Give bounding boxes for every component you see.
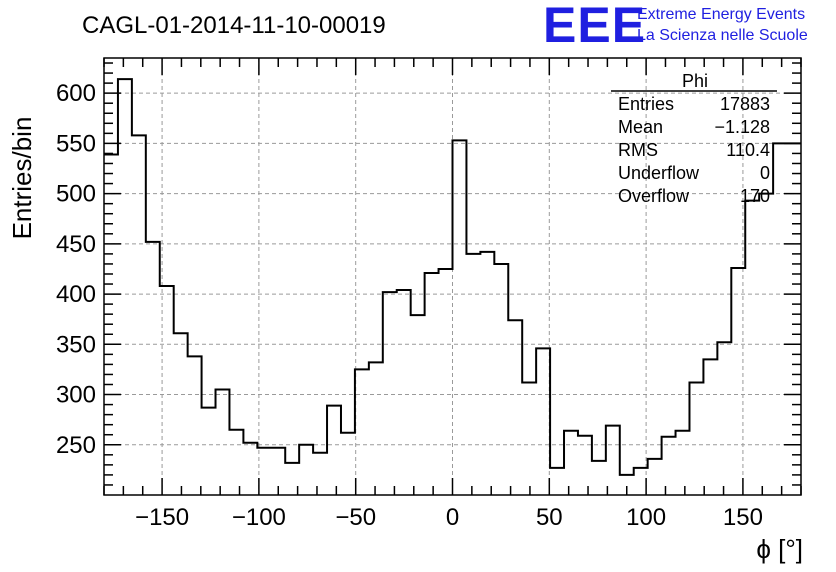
x-tick-label: 150 [723, 504, 763, 531]
histogram-bin [662, 437, 676, 495]
histogram-bin [466, 254, 480, 495]
histogram-bin [383, 292, 397, 495]
histogram-bin [689, 382, 703, 495]
x-tick-label: −50 [335, 504, 376, 531]
eee-logo: EEE Extreme Energy Events La Scienza nel… [543, 0, 808, 53]
x-tick-label: −100 [232, 504, 286, 531]
y-tick-label: 600 [56, 80, 96, 107]
histogram-bin [355, 369, 369, 495]
histogram-bin [341, 433, 355, 495]
histogram-bin [188, 356, 202, 495]
histogram-bin [703, 359, 717, 495]
y-tick-label: 500 [56, 181, 96, 208]
histogram-bin [425, 273, 439, 495]
histogram-bin [648, 459, 662, 495]
y-tick-label: 350 [56, 331, 96, 358]
stats-label-underflow: Underflow [618, 163, 700, 183]
histogram-bin [216, 390, 230, 495]
x-tick-labels: −150 −100 −50 0 50 100 150 [135, 504, 763, 531]
histogram-bin [202, 408, 216, 495]
histogram-bin [439, 269, 453, 495]
histogram-bin [508, 320, 522, 495]
histogram-bin [731, 268, 745, 495]
stats-label-entries: Entries [618, 94, 674, 114]
stats-title: Phi [682, 71, 708, 91]
histogram-bin [229, 430, 243, 495]
histogram-bin [717, 342, 731, 495]
x-tick-label: 0 [446, 504, 459, 531]
histogram-bin [745, 201, 759, 495]
stats-box: Phi Entries 17883 Mean −1.128 RMS 110.4 … [611, 71, 777, 206]
logo-mark: EEE [543, 0, 646, 53]
histogram-bin [592, 461, 606, 495]
stats-label-overflow: Overflow [618, 186, 690, 206]
histogram-bin [397, 290, 411, 495]
y-tick-label: 400 [56, 281, 96, 308]
grid [104, 58, 801, 495]
histogram-bin [564, 431, 578, 495]
histogram-bin [550, 468, 564, 495]
stats-label-mean: Mean [618, 117, 663, 137]
histogram-bin [327, 406, 341, 495]
histogram-bin [480, 252, 494, 495]
y-axis-title: Entries/bin [7, 117, 37, 240]
histogram-bin [787, 143, 801, 495]
histogram-bin [676, 431, 690, 495]
stats-value-mean: −1.128 [714, 117, 770, 137]
histogram-bin [299, 445, 313, 495]
stats-value-entries: 17883 [720, 94, 770, 114]
histogram-bin [773, 143, 787, 495]
stats-value-overflow: 170 [740, 186, 770, 206]
histogram-bin [494, 264, 508, 495]
histogram-bin [411, 315, 425, 495]
logo-line-1: Extreme Energy Events [637, 6, 805, 23]
histogram-bin [759, 194, 773, 495]
histogram-bin [369, 362, 383, 495]
histogram-bin [118, 79, 132, 495]
stats-label-rms: RMS [618, 140, 658, 160]
stats-value-rms: 110.4 [726, 140, 770, 160]
axis-ticks [103, 58, 802, 495]
histogram-bins [104, 79, 801, 495]
histogram-bin [146, 242, 160, 495]
histogram-bin [174, 333, 188, 495]
histogram-bin [536, 348, 550, 495]
x-tick-label: −150 [135, 504, 189, 531]
histogram-bin [132, 135, 146, 495]
stats-value-underflow: 0 [760, 163, 770, 183]
y-tick-label: 250 [56, 432, 96, 459]
histogram-bin [313, 453, 327, 495]
x-tick-label: 100 [626, 504, 666, 531]
histogram-bin [453, 140, 467, 495]
y-tick-label: 550 [56, 130, 96, 157]
logo-line-2: La Scienza nelle Scuole [637, 27, 808, 44]
x-axis-title: ϕ [°] [756, 534, 803, 564]
histogram-line [104, 78, 801, 476]
y-tick-label: 300 [56, 382, 96, 409]
y-tick-label: 450 [56, 231, 96, 258]
histogram-bin [578, 436, 592, 495]
y-tick-labels: 250 300 350 400 450 500 550 600 [56, 80, 96, 459]
chart-title: CAGL-01-2014-11-10-00019 [82, 12, 386, 39]
histogram-bin [522, 382, 536, 495]
x-tick-label: 50 [536, 504, 563, 531]
histogram-bin [160, 286, 174, 495]
histogram-bin [606, 426, 620, 495]
histogram-bin [243, 443, 257, 495]
